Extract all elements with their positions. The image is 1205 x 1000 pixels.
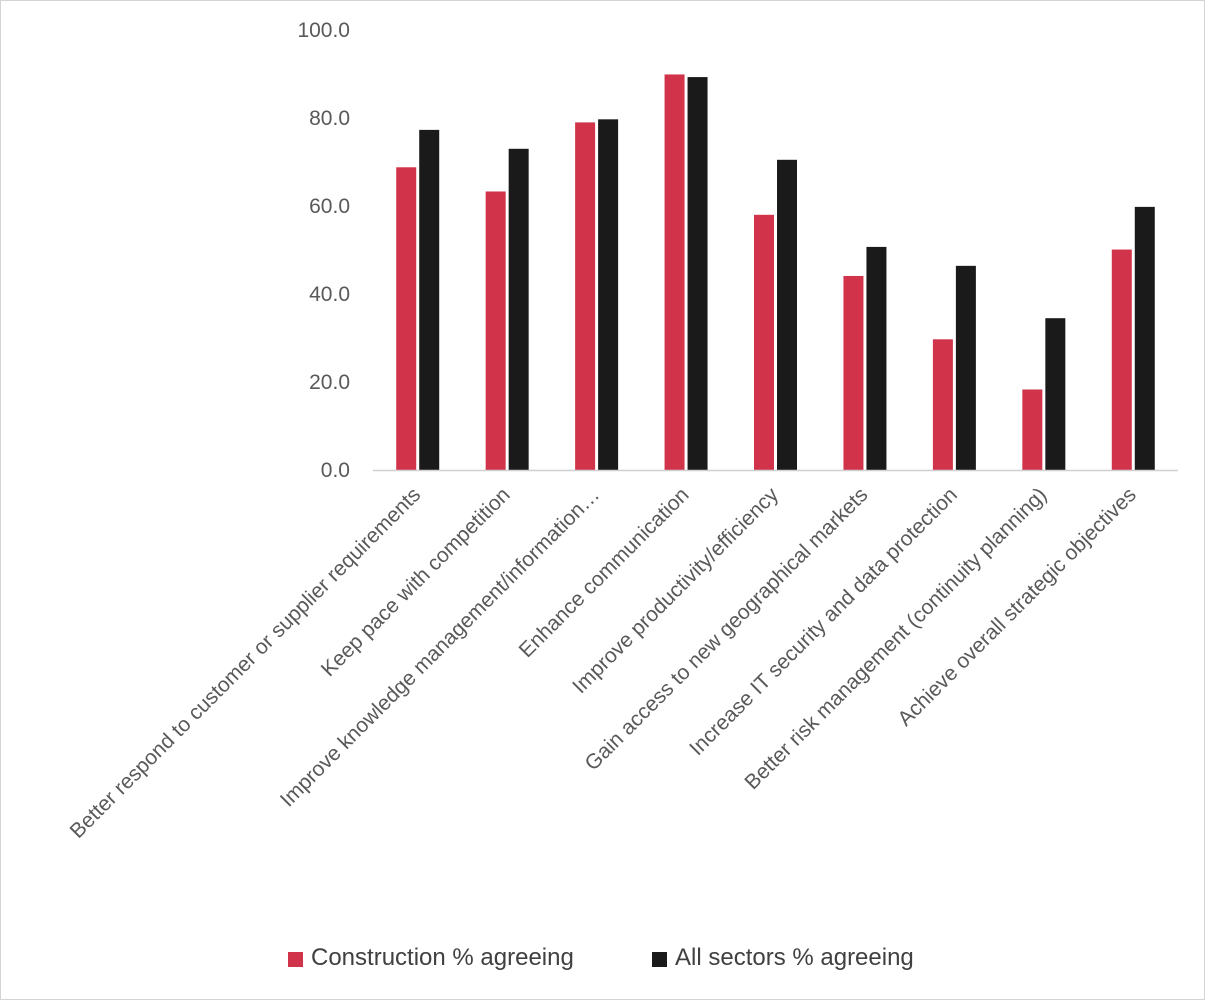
y-tick-label: 80.0 xyxy=(309,107,350,130)
legend-swatch xyxy=(652,952,667,967)
bar-construction xyxy=(843,275,864,470)
bar-all-sectors xyxy=(419,129,440,470)
bar-all-sectors xyxy=(598,119,619,470)
bar-all-sectors xyxy=(955,265,976,470)
bar-construction xyxy=(396,167,417,470)
legend: Construction % agreeing All sectors % agr… xyxy=(288,944,914,971)
legend-swatch xyxy=(288,952,303,967)
bar-construction xyxy=(754,214,774,470)
bar-all-sectors xyxy=(777,159,797,471)
y-tick-label: 100.0 xyxy=(297,19,350,42)
y-tick-label: 40.0 xyxy=(309,283,350,306)
x-tick-label: Improve knowledge management/information… xyxy=(276,483,604,811)
bar-construction xyxy=(664,74,685,470)
y-tick-label: 60.0 xyxy=(309,195,350,218)
bar-construction xyxy=(932,339,953,470)
bar-construction xyxy=(1022,389,1043,470)
x-tick-label: Better respond to customer or supplier r… xyxy=(66,483,426,843)
y-tick-label: 20.0 xyxy=(309,371,350,394)
bar-construction xyxy=(485,191,506,471)
bar-all-sectors xyxy=(1134,206,1155,470)
x-axis: Better respond to customer or supplier r… xyxy=(66,483,1141,843)
x-tick-label: Keep pace with competition xyxy=(317,483,515,681)
bar-construction xyxy=(1111,249,1132,470)
legend-label: All sectors % agreeing xyxy=(675,944,914,971)
legend-label: Construction % agreeing xyxy=(311,944,574,971)
bar-all-sectors xyxy=(508,148,529,471)
y-tick-label: 0.0 xyxy=(321,459,350,482)
y-axis: 0.0 20.0 40.0 60.0 80.0 100.0 xyxy=(297,19,350,482)
bars xyxy=(396,74,1155,471)
bar-all-sectors xyxy=(866,246,887,470)
x-tick-label: Better risk management (continuity plann… xyxy=(740,483,1051,794)
x-tick-label: Enhance communication xyxy=(515,483,694,662)
bar-all-sectors xyxy=(1045,318,1066,470)
bar-all-sectors xyxy=(687,77,708,470)
bar-construction xyxy=(575,122,596,471)
